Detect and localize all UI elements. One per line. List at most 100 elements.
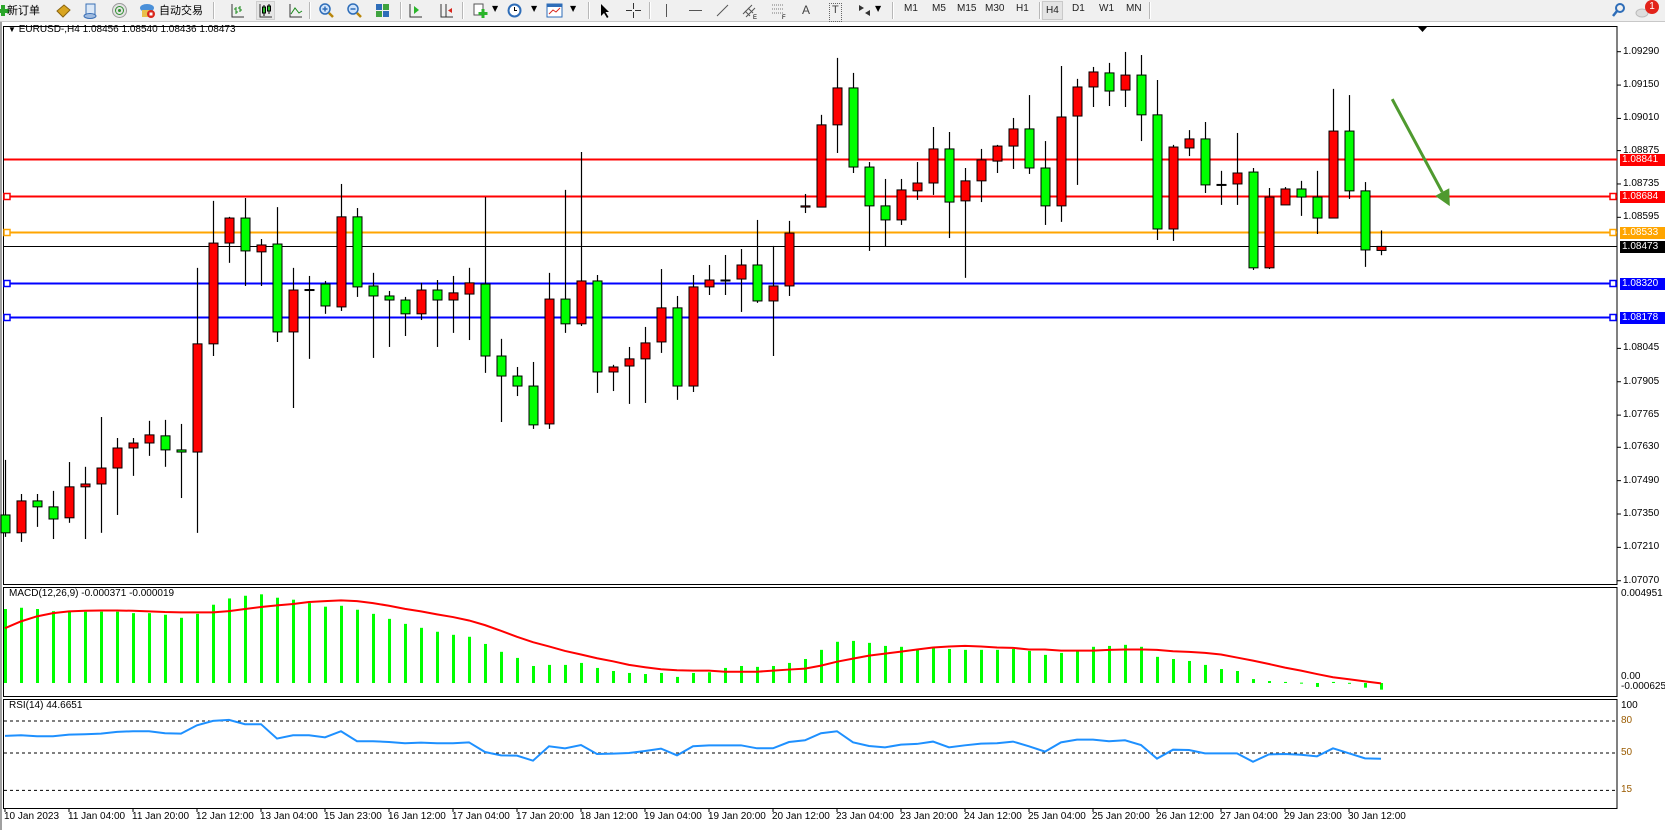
collapse-triangle-icon[interactable]: ▼	[8, 25, 16, 34]
templates-icon[interactable]	[546, 2, 563, 19]
timeframe-m15[interactable]: M15	[957, 3, 977, 14]
timeframe-h1[interactable]: H1	[1016, 3, 1029, 14]
search-icon[interactable]	[1610, 2, 1627, 19]
macd-histogram-bar	[1332, 681, 1335, 683]
macd-axis-label: -0.000625	[1621, 681, 1665, 692]
macd-histogram-bar	[1092, 646, 1095, 683]
arrows-dropdown-icon[interactable]: ▼	[875, 4, 882, 13]
candle-body	[688, 286, 699, 387]
candle-body	[48, 506, 59, 520]
horizontal-line-icon[interactable]	[687, 2, 704, 19]
indicators-dropdown-icon[interactable]: ▼	[492, 4, 499, 13]
candle-body	[464, 282, 475, 295]
signals-icon[interactable]	[111, 2, 128, 19]
text-icon[interactable]: A	[802, 3, 811, 17]
macd-histogram-bar	[36, 609, 39, 683]
time-tick-label: 27 Jan 04:00	[1220, 811, 1278, 822]
autotrade-button[interactable]: 自动交易	[159, 4, 203, 17]
zoom-in-icon[interactable]	[318, 2, 335, 19]
macd-axis-label: 0.004951	[1621, 588, 1663, 599]
fibonacci-icon[interactable]: F	[770, 2, 787, 19]
macd-histogram-bar	[468, 636, 471, 683]
macd-histogram-bar	[900, 646, 903, 683]
candle-body	[896, 189, 907, 221]
candle-body	[1104, 72, 1115, 92]
candle-body	[192, 343, 203, 453]
candle-body	[224, 217, 235, 244]
macd-histogram-bar	[1236, 670, 1239, 683]
level-handle	[1609, 279, 1617, 288]
candle-body	[656, 307, 667, 343]
macd-histogram-bar	[484, 643, 487, 683]
timeframe-mn[interactable]: MN	[1126, 3, 1142, 14]
timeframe-m1[interactable]: M1	[904, 3, 918, 14]
trendline-icon[interactable]	[714, 2, 731, 19]
time-tick-label: 11 Jan 20:00	[132, 811, 190, 822]
timeframe-m5[interactable]: M5	[932, 3, 946, 14]
time-tick-label: 26 Jan 12:00	[1156, 811, 1214, 822]
timeframe-m30[interactable]: M30	[985, 3, 1005, 14]
price-tick-label: 1.07210	[1623, 541, 1660, 553]
expert-advisors-icon[interactable]	[55, 2, 72, 19]
arrows-icon[interactable]	[856, 2, 873, 19]
macd-histogram-bar	[420, 627, 423, 683]
level-handle	[1609, 228, 1617, 237]
autotrade-icon[interactable]	[139, 2, 156, 19]
macd-histogram-bar	[980, 649, 983, 683]
text-label-icon[interactable]: T	[829, 3, 842, 22]
candle-body	[496, 355, 507, 377]
indicators-icon[interactable]	[472, 2, 489, 19]
candle-body	[976, 159, 987, 182]
level-handle	[3, 228, 11, 237]
chart-header: ▼ EURUSD-,H4 1.08456 1.08540 1.08436 1.0…	[8, 24, 236, 35]
time-tick-label: 13 Jan 04:00	[260, 811, 318, 822]
equidistant-channel-icon[interactable]: E	[741, 2, 758, 19]
rsi-axis-label: 15	[1621, 784, 1633, 796]
macd-histogram-bar	[756, 666, 759, 683]
candle-body	[1200, 138, 1211, 186]
macd-histogram-bar	[1124, 644, 1127, 683]
candle-body	[544, 298, 555, 425]
timeframe-d1[interactable]: D1	[1072, 3, 1085, 14]
new-order-button[interactable]: 新订单	[7, 4, 40, 17]
macd-histogram-bar	[676, 676, 679, 683]
rsi-series	[4, 718, 1617, 791]
macd-histogram-bar	[548, 664, 551, 683]
timeframe-w1[interactable]: W1	[1099, 3, 1114, 14]
candle-body	[64, 486, 75, 519]
history-center-icon[interactable]	[82, 2, 99, 19]
candlestick-chart-icon[interactable]	[256, 1, 275, 20]
macd-histogram-bar	[1380, 683, 1383, 690]
candle-body	[528, 385, 539, 426]
zoom-out-icon[interactable]	[346, 2, 363, 19]
tile-windows-icon[interactable]	[374, 2, 391, 19]
time-tick-label: 30 Jan 12:00	[1348, 811, 1406, 822]
crosshair-icon[interactable]	[625, 2, 642, 19]
toolbar-separator	[1039, 2, 1041, 19]
macd-histogram-bar	[724, 667, 727, 683]
chart-shift-icon[interactable]	[438, 2, 455, 19]
cursor-icon[interactable]	[596, 2, 613, 19]
notification-badge[interactable]: 1	[1645, 0, 1659, 14]
templates-dropdown-icon[interactable]: ▼	[570, 4, 577, 13]
vertical-line-icon[interactable]	[658, 2, 675, 19]
auto-scroll-icon[interactable]	[407, 2, 424, 19]
periods-dropdown-icon[interactable]: ▼	[531, 4, 538, 13]
candle-body	[32, 500, 43, 508]
candle-body	[848, 87, 859, 168]
timeframe-h4[interactable]: H4	[1042, 1, 1063, 20]
bar-chart-icon[interactable]	[229, 2, 246, 19]
macd-histogram-bar	[404, 623, 407, 683]
candle-body	[0, 514, 11, 534]
price-tick-label: 1.08045	[1623, 342, 1660, 354]
macd-histogram-bar	[580, 662, 583, 683]
macd-histogram-bar	[180, 617, 183, 683]
level-handle	[3, 192, 11, 201]
candle-body	[480, 283, 491, 357]
periods-icon[interactable]	[506, 2, 523, 19]
line-chart-icon[interactable]	[287, 2, 304, 19]
new-order-icon[interactable]	[0, 2, 11, 19]
axis-ticks	[4, 51, 1621, 812]
candle-body	[576, 280, 587, 325]
